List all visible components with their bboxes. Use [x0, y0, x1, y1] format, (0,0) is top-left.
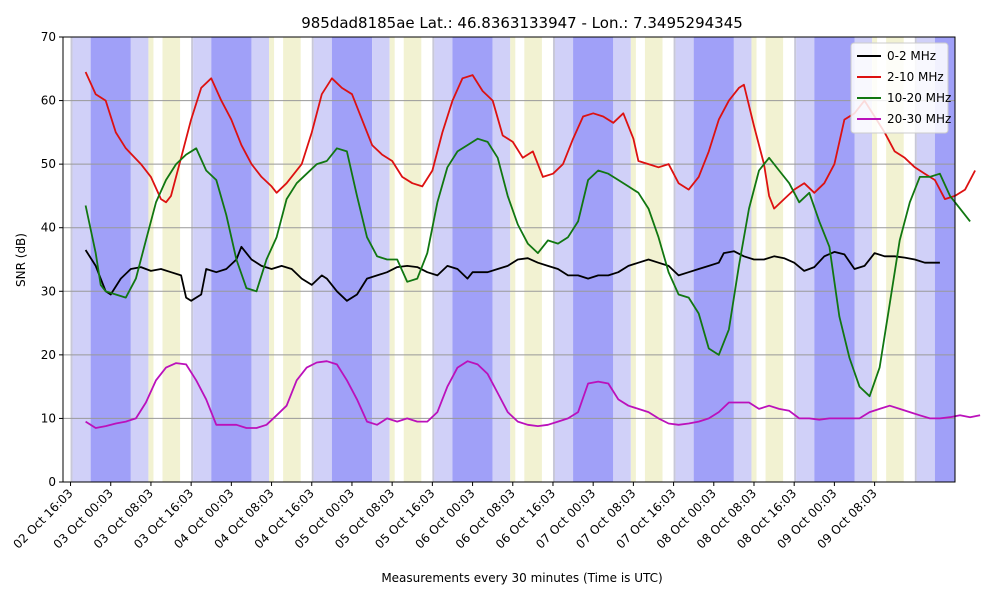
band-day — [162, 37, 181, 482]
y-tick-label: 30 — [41, 284, 56, 298]
band-day — [524, 37, 542, 482]
band-evening — [796, 37, 815, 482]
band-day — [872, 37, 878, 482]
band-night — [573, 37, 614, 482]
y-tick-label: 40 — [41, 221, 56, 235]
band-evening — [733, 37, 752, 482]
band-night — [331, 37, 373, 482]
y-axis: 0 10 20 30 40 50 60 70 — [41, 30, 63, 489]
legend-label: 20-30 MHz — [887, 112, 951, 126]
band-twilight — [432, 37, 435, 482]
band-evening — [613, 37, 631, 482]
series-line-20-30-mhz — [85, 360, 981, 429]
legend: 0-2 MHz 2-10 MHz 10-20 MHz 20-30 MHz — [850, 42, 951, 134]
band-night — [452, 37, 493, 482]
band-twilight — [70, 37, 73, 482]
series-lines — [84, 71, 981, 429]
band-twilight — [311, 37, 314, 482]
band-day — [269, 37, 275, 482]
y-tick-label: 0 — [48, 475, 56, 489]
band-night — [211, 37, 252, 482]
band-evening — [675, 37, 694, 482]
band-twilight — [794, 37, 797, 482]
band-evening — [854, 37, 873, 482]
band-day — [886, 37, 904, 482]
band-twilight — [191, 37, 194, 482]
series-line-2-10-mhz — [84, 71, 976, 210]
band-day — [765, 37, 784, 482]
y-tick-label: 60 — [41, 94, 56, 108]
x-axis-label: Measurements every 30 minutes (Time is U… — [381, 571, 662, 585]
legend-label: 2-10 MHz — [887, 70, 944, 84]
series-line-10-20-mhz — [84, 137, 971, 398]
plot-frame — [62, 36, 956, 483]
series-line-0-2-mhz — [84, 245, 940, 302]
legend-label: 0-2 MHz — [887, 49, 936, 63]
band-evening — [251, 37, 270, 482]
y-tick-label: 70 — [41, 30, 56, 44]
band-day — [644, 37, 663, 482]
band-twilight — [673, 37, 676, 482]
chart-title: 985dad8185ae Lat.: 46.8363133947 - Lon.:… — [301, 14, 743, 32]
band-evening — [492, 37, 511, 482]
band-night — [934, 37, 955, 482]
band-evening — [313, 37, 332, 482]
legend-box — [850, 42, 949, 134]
y-tick-label: 50 — [41, 157, 56, 171]
y-axis-label: SNR (dB) — [14, 233, 28, 287]
band-evening — [130, 37, 149, 482]
band-day — [510, 37, 516, 482]
band-evening — [916, 37, 935, 482]
band-day — [283, 37, 301, 482]
band-evening — [72, 37, 91, 482]
y-tick-label: 10 — [41, 411, 56, 425]
band-day — [403, 37, 422, 482]
band-evening — [193, 37, 212, 482]
band-night — [693, 37, 734, 482]
band-day — [630, 37, 636, 482]
band-evening — [554, 37, 574, 482]
band-day — [148, 37, 154, 482]
band-twilight — [552, 37, 555, 482]
legend-label: 10-20 MHz — [887, 91, 951, 105]
band-evening — [434, 37, 453, 482]
y-tick-label: 20 — [41, 348, 56, 362]
